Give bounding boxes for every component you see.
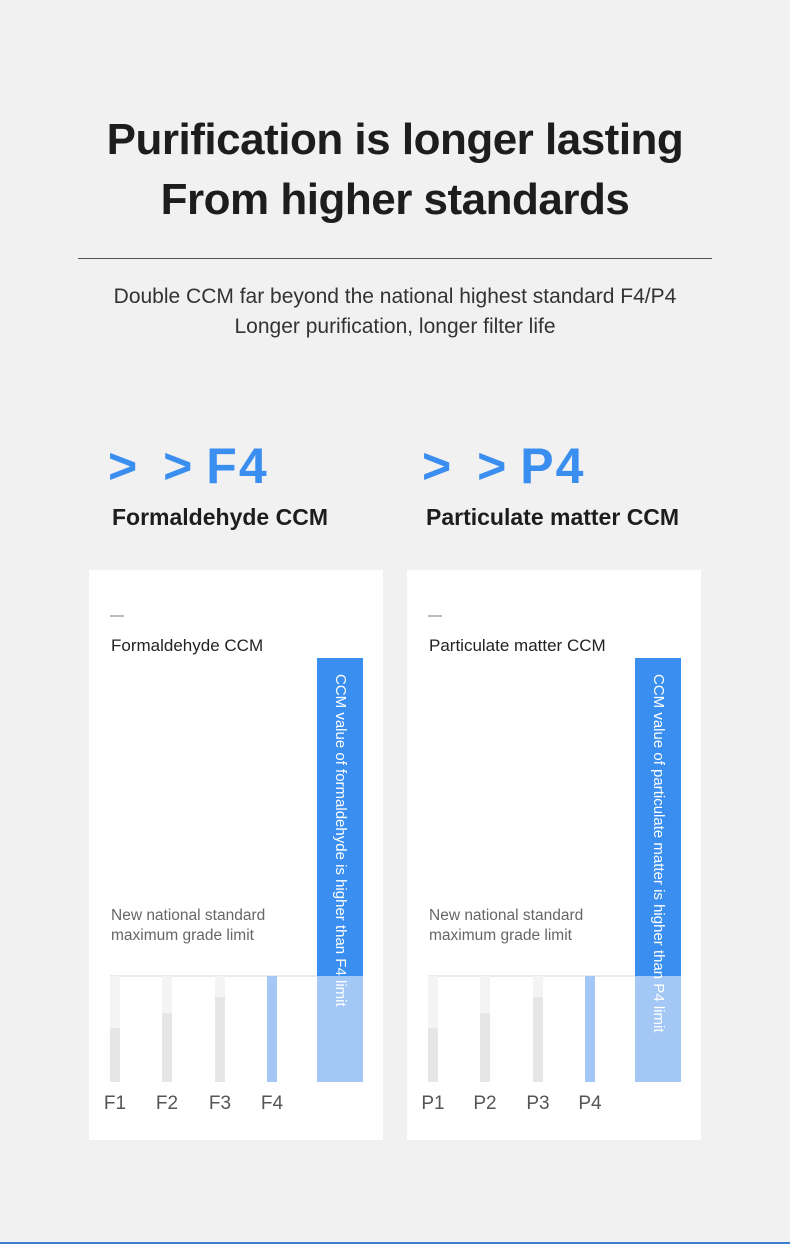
particulate-grade-value: P4 xyxy=(520,438,586,494)
limit-note-line-2: maximum grade limit xyxy=(429,927,572,944)
subtitle-line-2: Longer purification, longer filter life xyxy=(234,315,556,338)
limit-note: New national standard maximum grade limi… xyxy=(111,906,265,946)
divider xyxy=(78,258,712,259)
product-bar-annotation: CCM value of formaldehyde is higher than… xyxy=(332,674,349,1007)
product-bar-upper xyxy=(635,658,681,976)
particulate-heading: > > P4 Particulate matter CCM xyxy=(422,436,679,531)
particulate-grade: > > P4 xyxy=(422,436,679,496)
tick-label-p3: P3 xyxy=(526,1093,549,1114)
formaldehyde-grade: > > F4 xyxy=(108,436,328,496)
tick-label-f4: F4 xyxy=(261,1093,284,1114)
chart-title: Formaldehyde CCM xyxy=(111,636,264,655)
tick-label-f2: F2 xyxy=(156,1093,178,1114)
chart-title: Particulate matter CCM xyxy=(429,636,606,655)
particulate-chart: P1 P2 P3 P4 xyxy=(421,658,681,1114)
formaldehyde-chart-card: Formaldehyde CCM F1 F2 F3 F4 New national s… xyxy=(89,570,383,1140)
bar-f3 xyxy=(215,997,225,1082)
formaldehyde-heading: > > F4 Formaldehyde CCM xyxy=(108,436,328,531)
formaldehyde-label: Formaldehyde CCM xyxy=(112,504,328,530)
headline-line-2: From higher standards xyxy=(160,175,630,224)
card-dash xyxy=(428,615,442,617)
limit-note-line-1: New national standard xyxy=(111,907,266,924)
tick-label-f1: F1 xyxy=(104,1093,126,1114)
tick-label-p1: P1 xyxy=(421,1093,444,1114)
headline-line-1: Purification is longer lasting xyxy=(106,115,684,164)
tick-label-p2: P2 xyxy=(473,1093,496,1114)
tick-label-p4: P4 xyxy=(578,1093,602,1114)
bar-p4 xyxy=(585,976,595,1082)
particulate-label: Particulate matter CCM xyxy=(426,504,680,530)
bar-f2 xyxy=(162,1013,172,1082)
product-bar-upper xyxy=(317,658,363,976)
subtitle: Double CCM far beyond the national highe… xyxy=(0,282,790,342)
bar-p3 xyxy=(533,997,543,1082)
headline: Purification is longer lasting From high… xyxy=(0,110,790,230)
card-dash xyxy=(110,615,124,617)
tick-label-f3: F3 xyxy=(209,1093,231,1114)
subtitle-line-1: Double CCM far beyond the national highe… xyxy=(113,285,677,308)
bar-f1 xyxy=(110,1027,120,1082)
bar-p2 xyxy=(480,1013,490,1082)
formaldehyde-grade-value: F4 xyxy=(206,438,269,494)
double-chevron-icon: > > xyxy=(422,438,513,494)
bar-f4 xyxy=(267,976,277,1082)
particulate-chart-card: Particulate matter CCM P1 P2 P3 P4 New nati… xyxy=(407,570,701,1140)
product-bar-lower xyxy=(635,976,681,1082)
product-bar-annotation: CCM value of particulate matter is highe… xyxy=(650,674,667,1033)
product-bar-lower xyxy=(317,976,363,1082)
limit-note: New national standard maximum grade limi… xyxy=(429,906,583,946)
double-chevron-icon: > > xyxy=(108,438,199,494)
formaldehyde-chart: F1 F2 F3 F4 xyxy=(104,658,363,1114)
bottom-accent-line xyxy=(0,1242,790,1244)
bar-p1 xyxy=(428,1027,438,1082)
limit-note-line-1: New national standard xyxy=(429,907,584,924)
limit-note-line-2: maximum grade limit xyxy=(111,927,254,944)
